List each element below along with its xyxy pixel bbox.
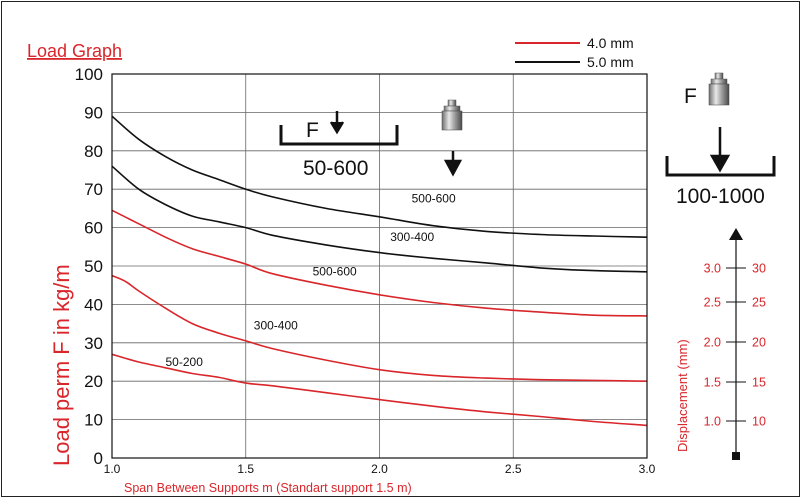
displacement-left-value: 3.0 [704, 262, 721, 276]
chart-title: Load Graph [27, 41, 122, 61]
inner-range-label: 50-600 [303, 157, 368, 180]
outer-range-label: 100-1000 [676, 185, 765, 208]
legend: 4.0 mm 5.0 mm [515, 35, 634, 70]
y-tick-label: 30 [84, 334, 103, 353]
inner-load-annotation: F 50-600 [279, 99, 463, 180]
displacement-left-value: 2.0 [704, 336, 721, 350]
outer-force-label: F [684, 85, 697, 108]
displacement-arrow-up-icon [729, 228, 743, 240]
outer-load-annotation: F 100-1000 [665, 72, 776, 208]
series-labels: 500-600 300-400 500-600 300-400 50-200 [166, 192, 456, 369]
series-line-4 [111, 353, 648, 427]
x-tick-label: 3.0 [639, 462, 656, 476]
displacement-right-value: 25 [752, 296, 766, 310]
series-line-3 [111, 274, 648, 382]
series-line-0 [111, 115, 648, 238]
x-tick-label: 1.0 [104, 462, 121, 476]
legend-label-4mm: 4.0 mm [587, 35, 634, 51]
displacement-right-value: 10 [752, 415, 766, 429]
grid [112, 74, 647, 458]
y-tick-label: 100 [75, 65, 103, 84]
displacement-left-value: 1.0 [704, 415, 721, 429]
y-tick-label: 60 [84, 219, 103, 238]
x-tick-label: 2.0 [371, 462, 388, 476]
series-line-2 [111, 209, 648, 317]
inner-arrow-down-icon [329, 111, 345, 135]
inner-bracket-icon [279, 125, 399, 146]
y-tick-label: 40 [84, 295, 103, 314]
plot-border [111, 73, 648, 459]
outer-bracket-icon [665, 156, 776, 177]
y-axis-label: Load perm F in kg/m [49, 264, 74, 466]
inner-force-label: F [306, 119, 319, 142]
y-tick-label: 10 [84, 411, 103, 430]
weight-icon [441, 99, 463, 131]
y-tick-label: 90 [84, 103, 103, 122]
x-axis-label: Span Between Supports m (Standart suppor… [124, 481, 412, 495]
displacement-right-value: 30 [752, 262, 766, 276]
y-tick-label: 0 [94, 449, 103, 468]
series-line-1 [111, 165, 648, 273]
displacement-left-value: 1.5 [704, 376, 721, 390]
series-label-4: 50-200 [166, 355, 204, 369]
plot-area: 0 10 20 30 40 50 60 70 80 90 100 1.0 1.5 2.0 2.5 3.0 5… [75, 65, 656, 476]
displacement-right-value: 15 [752, 376, 766, 390]
x-tick-label: 2.5 [505, 462, 522, 476]
displacement-scale: 3.0 30 2.5 25 2.0 20 1.5 15 1.0 10 Displacement (… [675, 228, 766, 460]
legend-label-5mm: 5.0 mm [587, 54, 634, 70]
series-label-1: 300-400 [390, 230, 434, 244]
series-lines [111, 115, 648, 427]
outer-arrow-down-icon [709, 127, 731, 173]
x-tick-label: 1.5 [237, 462, 254, 476]
y-tick-labels: 0 10 20 30 40 50 60 70 80 90 100 [75, 65, 103, 468]
series-label-0: 500-600 [412, 192, 456, 206]
displacement-rows: 3.0 30 2.5 25 2.0 20 1.5 15 1.0 10 [704, 262, 766, 429]
displacement-right-value: 20 [752, 336, 766, 350]
outer-weight-icon [708, 72, 730, 106]
y-tick-label: 70 [84, 180, 103, 199]
displacement-left-value: 2.5 [704, 296, 721, 310]
weight-arrow-down-icon [443, 151, 463, 177]
displacement-base-icon [732, 452, 740, 460]
y-tick-label: 20 [84, 372, 103, 391]
series-label-2: 500-600 [313, 265, 357, 279]
series-label-3: 300-400 [254, 318, 298, 332]
y-tick-label: 50 [84, 257, 103, 276]
displacement-label: Displacement (mm) [675, 339, 690, 452]
y-tick-label: 80 [84, 142, 103, 161]
x-tick-labels: 1.0 1.5 2.0 2.5 3.0 [104, 462, 656, 476]
